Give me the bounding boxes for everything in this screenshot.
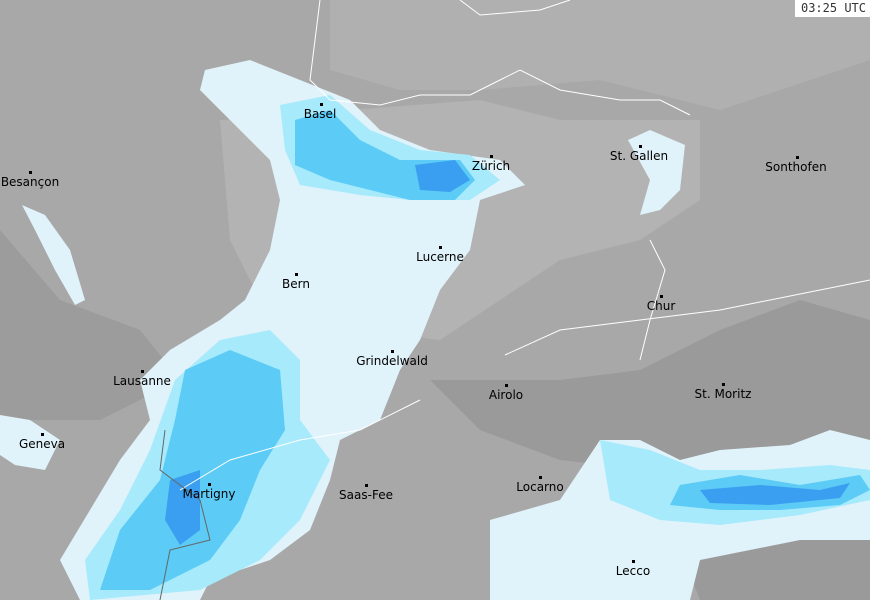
city-label-locarno: Locarno bbox=[516, 480, 564, 494]
city-label-saas-fee: Saas-Fee bbox=[339, 488, 393, 502]
city-label-bern: Bern bbox=[282, 277, 310, 291]
city-dot bbox=[539, 476, 542, 479]
border-ch-at bbox=[639, 239, 666, 361]
city-label-besancon: Besançon bbox=[0, 175, 60, 189]
border-de-ch-north bbox=[459, 0, 571, 16]
city-label-basel: Basel bbox=[303, 107, 337, 121]
city-dot bbox=[208, 483, 211, 486]
city-dot bbox=[29, 171, 32, 174]
city-label-lecco: Lecco bbox=[615, 564, 651, 578]
city-label-chur: Chur bbox=[646, 299, 676, 313]
border-ch-fr bbox=[159, 429, 211, 600]
city-dot bbox=[41, 433, 44, 436]
city-dot bbox=[505, 384, 508, 387]
precip-very-light-geneva bbox=[0, 415, 60, 470]
city-dot bbox=[320, 103, 323, 106]
city-dot bbox=[141, 370, 144, 373]
city-label-lucerne: Lucerne bbox=[416, 250, 464, 264]
precipitation bbox=[0, 60, 870, 600]
city-label-airolo: Airolo bbox=[488, 388, 524, 402]
city-dot bbox=[660, 295, 663, 298]
precip-heavy-martigny bbox=[165, 470, 200, 545]
lowland-north bbox=[330, 0, 870, 110]
city-dot bbox=[722, 383, 725, 386]
city-dot bbox=[796, 156, 799, 159]
city-label-geneva: Geneva bbox=[18, 437, 66, 451]
city-dot bbox=[439, 246, 442, 249]
border-canton bbox=[504, 279, 870, 356]
city-dot bbox=[365, 484, 368, 487]
precip-moderate bbox=[100, 350, 285, 590]
city-dot bbox=[490, 155, 493, 158]
city-label-zurich: Zürich bbox=[471, 159, 511, 173]
city-label-lausanne: Lausanne bbox=[113, 374, 171, 388]
city-label-st-gallen: St. Gallen bbox=[609, 149, 669, 163]
jura-dark bbox=[0, 230, 180, 420]
precip-very-light-stgallen bbox=[628, 130, 685, 215]
city-dot bbox=[391, 350, 394, 353]
city-dot bbox=[295, 273, 298, 276]
city-label-st-moritz: St. Moritz bbox=[694, 387, 752, 401]
city-dot bbox=[639, 145, 642, 148]
timestamp: 03:25 UTC bbox=[794, 0, 870, 17]
precip-heavy bbox=[415, 160, 470, 192]
precip-heavy-south bbox=[700, 483, 850, 505]
precip-very-light-jura bbox=[22, 205, 85, 305]
borders bbox=[159, 0, 870, 600]
city-label-grindelwald: Grindelwald bbox=[356, 354, 428, 368]
city-label-sonthofen: Sonthofen bbox=[765, 160, 827, 174]
border-valais bbox=[179, 399, 421, 491]
border-de-ch bbox=[309, 0, 691, 116]
city-dot bbox=[632, 560, 635, 563]
city-label-martigny: Martigny bbox=[182, 487, 236, 501]
